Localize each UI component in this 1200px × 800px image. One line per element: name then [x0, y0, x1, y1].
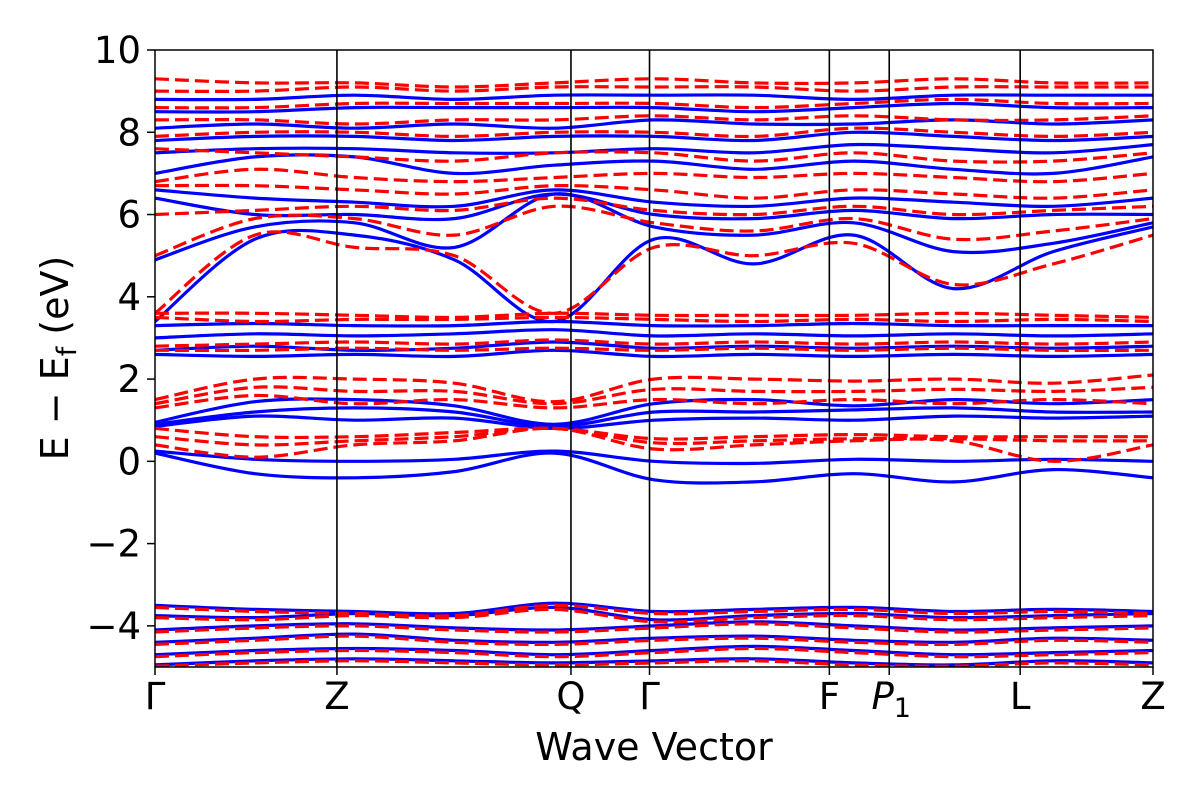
dashed-band-line: [155, 607, 1153, 624]
x-axis: Γ Z Q Γ F P1 L Z: [145, 667, 1166, 724]
dashed-band-line: [155, 183, 1153, 200]
dashed-band-line: [155, 634, 1153, 647]
solid-band-line: [155, 644, 1153, 657]
y-tick-label: 4: [117, 276, 141, 319]
dashed-band-line: [155, 204, 1153, 258]
x-tick-label: Γ: [639, 675, 660, 718]
x-tick-label: F: [819, 675, 840, 718]
solid-band-line: [155, 397, 1153, 426]
kpoint-lines: [336, 50, 1021, 667]
y-tick-label: 8: [117, 111, 141, 154]
dashed-band-line: [155, 114, 1153, 126]
y-tick-label: −4: [86, 605, 141, 648]
plot-frame: [154, 49, 1154, 668]
dashed-band-line: [155, 338, 1153, 348]
dashed-band-line: [155, 77, 1153, 89]
dashed-band-line: [155, 426, 1153, 441]
dashed-band-line: [155, 385, 1153, 406]
dashed-band-line: [155, 426, 1153, 463]
solid-band-line: [155, 328, 1153, 340]
x-tick-label: Q: [556, 675, 585, 718]
dashed-band-line: [155, 126, 1153, 139]
solid-band-line: [155, 130, 1153, 143]
solid-band-line: [155, 451, 1153, 485]
dashed-band-line: [155, 373, 1153, 404]
bands-layer: [155, 77, 1153, 667]
solid-band-line: [155, 414, 1153, 431]
y-tick-label: 10: [94, 29, 141, 72]
dashed-band-line: [155, 85, 1153, 94]
y-tick-label: −2: [86, 523, 141, 566]
dashed-band-line: [155, 311, 1153, 320]
solid-band-line: [155, 632, 1153, 644]
dashed-band-line: [155, 603, 1153, 618]
dashed-band-line: [155, 97, 1153, 110]
solid-band-line: [155, 605, 1153, 622]
y-tick-label: 0: [117, 440, 141, 483]
dashed-band-line: [155, 230, 1153, 315]
x-axis-label: Wave Vector: [535, 725, 773, 769]
y-axis: −4 −2 0 2 4 6 8 10: [86, 29, 155, 648]
dashed-band-line: [155, 315, 1153, 324]
y-axis-label: E − Ef (eV): [33, 256, 83, 461]
dashed-band-line: [155, 426, 1153, 447]
dashed-band-line: [155, 646, 1153, 659]
x-tick-label: Z: [324, 675, 349, 718]
y-tick-label: 2: [117, 358, 141, 401]
x-tick-label: Γ: [145, 675, 166, 718]
solid-band-line: [155, 192, 1153, 222]
dashed-band-line: [155, 346, 1153, 353]
x-tick-label: Z: [1140, 675, 1165, 718]
solid-band-line: [155, 319, 1153, 328]
dashed-band-line: [155, 196, 1153, 217]
solid-band-line: [155, 93, 1153, 102]
dashed-band-line: [155, 659, 1153, 667]
solid-band-line: [155, 101, 1153, 114]
y-tick-label: 6: [117, 194, 141, 237]
solid-band-line: [155, 225, 1153, 324]
dashed-band-line: [155, 167, 1153, 184]
solid-band-line: [155, 142, 1153, 155]
dashed-band-line: [155, 622, 1153, 634]
solid-band-line: [155, 620, 1153, 632]
x-tick-label: L: [1010, 675, 1031, 718]
dashed-band-line: [155, 393, 1153, 410]
dashed-band-line: [155, 147, 1153, 164]
x-tick-label: P1: [871, 675, 911, 724]
solid-band-line: [155, 601, 1153, 616]
solid-band-line: [155, 188, 1153, 209]
solid-band-line: [155, 348, 1153, 359]
solid-band-line: [155, 192, 1153, 262]
